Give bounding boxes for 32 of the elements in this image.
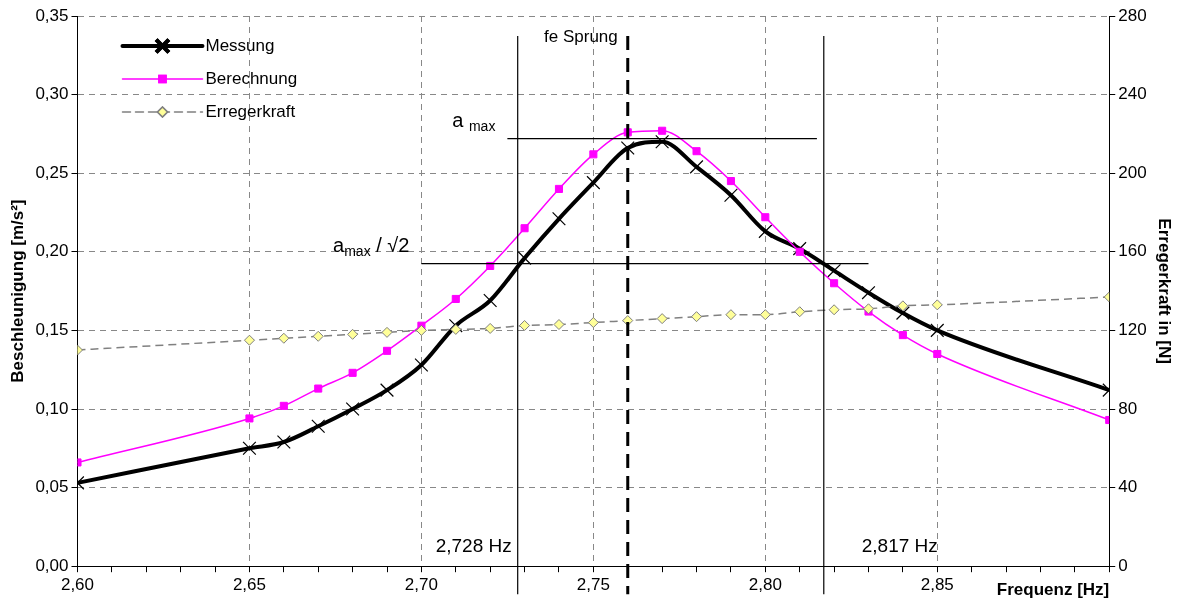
y-tick-label: 0,05 [35,477,69,497]
y2-tick-label: 0 [1118,555,1128,575]
x-tick-label: 2,75 [576,575,610,595]
y-tick-label: 0,15 [35,320,69,340]
legend-label: Erregerkraft [205,101,296,121]
y-tick-label: 0,00 [35,555,69,575]
y2-tick-label: 240 [1118,84,1147,104]
y2-axis-title: Erregerkraft in [N] [1155,218,1175,364]
x-tick-label: 2,80 [748,575,782,595]
x-tick-label: 2,60 [60,575,95,595]
y2-tick-label: 40 [1118,477,1138,497]
x-tick-label: 2,65 [232,575,266,595]
x-axis-title: Frequenz [Hz] [996,580,1110,600]
ref-line-label: 2,817 Hz [861,535,938,557]
y2-tick-label: 80 [1118,398,1138,418]
y2-tick-label: 200 [1118,162,1147,182]
ref-line-label: fe Sprung [544,27,618,46]
ref-line-label: 2,728 Hz [435,535,512,557]
y2-tick-label: 160 [1118,241,1147,261]
y2-tick-label: 280 [1118,5,1147,25]
y-tick-label: 0,30 [35,84,69,104]
legend-label: Berechnung [205,68,298,88]
x-tick-label: 2,85 [920,575,954,595]
y-tick-label: 0,25 [35,162,69,182]
legend-label: Messung [205,35,275,55]
y-tick-label: 0,35 [35,5,69,25]
annotation: a max [452,108,496,134]
y-tick-label: 0,10 [35,398,69,418]
y-axis-title: Beschleunigung [m/s²] [7,199,27,383]
y2-tick-label: 120 [1118,320,1147,340]
x-tick-label: 2,70 [404,575,438,595]
y-tick-label: 0,20 [35,241,69,261]
